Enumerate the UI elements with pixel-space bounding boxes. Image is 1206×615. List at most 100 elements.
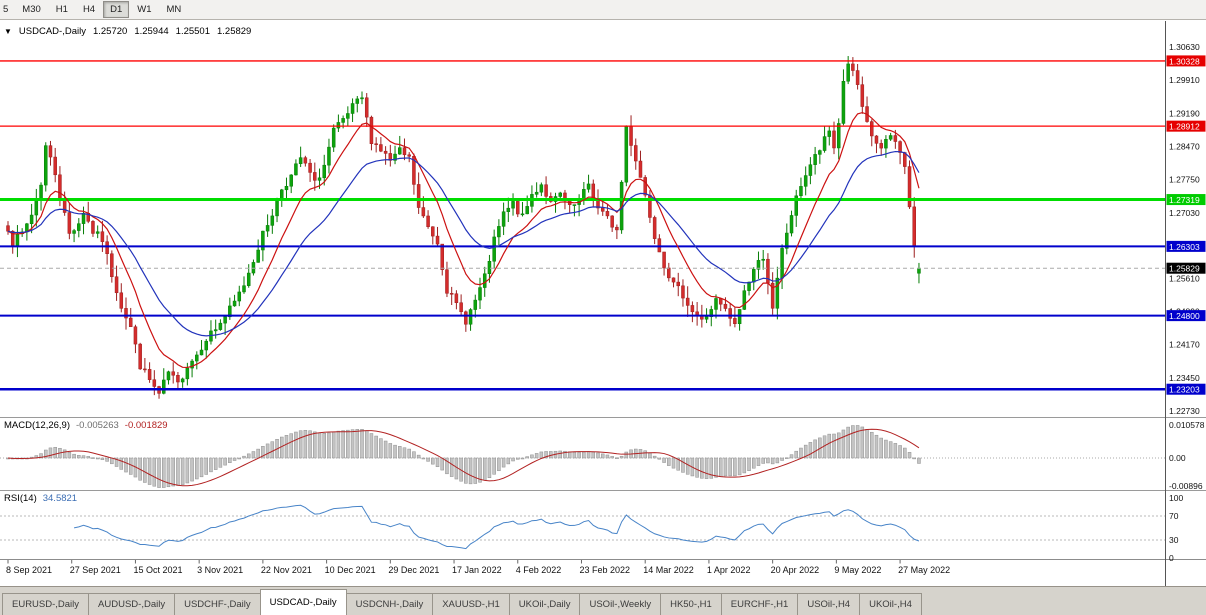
candle-body: [242, 285, 246, 293]
candle-body: [884, 139, 888, 149]
time-axis-label: 22 Nov 2021: [261, 565, 312, 575]
rsi-axis-label: 100: [1169, 493, 1183, 503]
candle-body: [629, 126, 633, 146]
macd-name: MACD(12,26,9): [4, 420, 70, 431]
tab-audusd-daily[interactable]: AUDUSD-,Daily: [88, 593, 176, 615]
ohlc-close: 1.25829: [217, 26, 252, 37]
tab-eurusd-daily[interactable]: EURUSD-,Daily: [2, 593, 90, 615]
candle-body: [473, 299, 478, 310]
macd-histogram-bar: [898, 445, 902, 459]
macd-histogram-bar: [440, 457, 444, 471]
candle-body: [851, 63, 855, 71]
candle-body: [407, 154, 411, 157]
candle-body: [81, 212, 86, 224]
macd-histogram-bar: [615, 457, 619, 459]
tab-xauusd-h1[interactable]: XAUUSD-,H1: [432, 593, 510, 615]
macd-histogram-bar: [714, 457, 718, 478]
candle-body: [152, 379, 157, 387]
timeframe-button-w1[interactable]: W1: [137, 4, 152, 15]
macd-histogram-bar: [284, 435, 289, 459]
tab-eurchf-h1[interactable]: EURCHF-,H1: [720, 593, 799, 615]
chart-symbol-period: USDCAD-,Daily: [18, 26, 86, 37]
price-axis-badge-label: 1.25829: [1169, 264, 1200, 274]
macd-histogram-bar: [294, 431, 298, 459]
candle-body: [624, 126, 629, 183]
macd-histogram-bar: [313, 431, 317, 459]
macd-histogram-bar: [48, 447, 53, 459]
macd-histogram-bar: [718, 457, 723, 477]
rsi-indicator-label: RSI(14) 34.5821: [4, 493, 77, 504]
macd-histogram-bar: [516, 457, 520, 460]
timeframe-button-mn[interactable]: MN: [166, 4, 182, 15]
macd-histogram-bar: [709, 457, 714, 479]
macd-histogram-bar: [506, 457, 511, 465]
tab-hk50-h1[interactable]: HK50-,H1: [660, 593, 722, 615]
candle-body: [34, 198, 39, 216]
timeframe-button-h4[interactable]: H4: [82, 4, 96, 15]
candle-body: [478, 287, 482, 301]
macd-histogram-bar: [643, 450, 647, 459]
tab-usoil-weekly[interactable]: USOil-,Weekly: [579, 593, 662, 615]
macd-histogram-bar: [265, 443, 270, 459]
macd-histogram-bar: [648, 452, 652, 459]
timeframe-button-h1[interactable]: H1: [55, 4, 68, 15]
collapse-chart-icon[interactable]: ▼: [4, 26, 12, 36]
candle-body: [827, 130, 832, 137]
timeframe-button-5[interactable]: 5: [3, 4, 9, 15]
tab-usoil-h4[interactable]: USOil-,H4: [797, 593, 861, 615]
candle-body: [147, 369, 152, 380]
chart-title-bar: ▼ USDCAD-,Daily 1.25720 1.25944 1.25501 …: [4, 26, 251, 37]
candle-body: [213, 329, 218, 332]
macd-histogram-bar: [624, 451, 629, 459]
candle-body: [232, 300, 237, 307]
macd-histogram-bar: [124, 457, 128, 473]
candle-body: [171, 371, 175, 376]
macd-histogram-bar: [752, 457, 756, 469]
tab-ukoil-daily[interactable]: UKOil-,Daily: [508, 593, 581, 615]
candle-body: [860, 84, 865, 107]
candle-body: [752, 269, 756, 283]
price-axis-badge-support-line: [1166, 240, 1206, 252]
macd-histogram-bar: [534, 453, 539, 459]
time-axis-label: 17 Jan 2022: [452, 565, 502, 575]
candle-body: [492, 236, 496, 262]
macd-histogram-bar: [317, 432, 322, 459]
macd-histogram-bar: [799, 447, 803, 459]
macd-signal-line: [7, 428, 920, 487]
macd-histogram-bar: [846, 426, 850, 459]
macd-histogram-bar: [91, 457, 95, 459]
candle-body: [615, 226, 619, 231]
candle-body: [482, 273, 487, 288]
ohlc-high: 1.25944: [134, 26, 169, 37]
macd-histogram-bar: [600, 453, 605, 459]
candle-body: [119, 292, 124, 309]
macd-histogram-bar: [464, 457, 468, 484]
candle-body: [77, 223, 81, 231]
tab-usdchf-daily[interactable]: USDCHF-,Daily: [174, 593, 261, 615]
macd-histogram-bar: [454, 457, 459, 480]
timeframe-button-m30[interactable]: M30: [22, 4, 41, 15]
price-axis-badge-resistance-line: [1166, 120, 1206, 132]
macd-histogram-bar: [350, 429, 355, 459]
timeframe-button-d1[interactable]: D1: [103, 1, 130, 18]
macd-histogram-bar: [667, 457, 671, 466]
tab-usdcad-daily[interactable]: USDCAD-,Daily: [259, 589, 347, 615]
macd-histogram-bar: [572, 451, 577, 459]
rsi-axis-label: 30: [1169, 535, 1179, 545]
macd-histogram-bar: [256, 448, 260, 459]
macd-histogram-bar: [700, 457, 704, 479]
macd-histogram-bar: [360, 429, 364, 459]
tab-usdcnh-daily[interactable]: USDCNH-,Daily: [345, 593, 434, 615]
main-chart-layer[interactable]: [0, 56, 1165, 399]
candle-body: [265, 225, 270, 232]
candle-body: [431, 226, 435, 237]
macd-histogram-bar: [855, 425, 860, 459]
macd-histogram-bar: [374, 435, 378, 459]
tab-ukoil-h4[interactable]: UKOil-,H4: [859, 593, 922, 615]
macd-histogram-bar: [728, 457, 732, 477]
rsi-line: [73, 504, 920, 550]
candle-body: [289, 174, 293, 187]
candle-body: [898, 141, 902, 153]
